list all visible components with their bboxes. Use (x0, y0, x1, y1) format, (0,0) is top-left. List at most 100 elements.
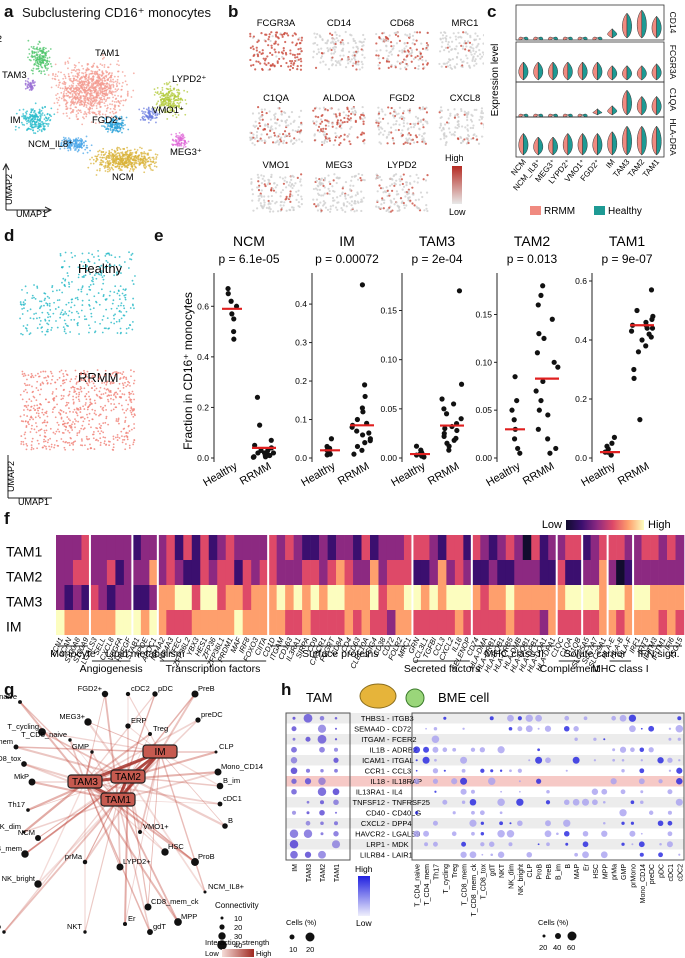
cluster-point (84, 111, 86, 113)
cluster-point (130, 157, 133, 160)
cluster-point (18, 109, 21, 111)
feature-point (289, 59, 292, 63)
rrmm-point (112, 446, 115, 449)
rrmm-point (36, 380, 39, 383)
feature-point (338, 143, 341, 146)
rrmm-point (123, 435, 126, 438)
healthy-point (90, 315, 93, 318)
cluster-point (167, 91, 170, 94)
cluster-point (122, 127, 125, 130)
feature-point (463, 113, 466, 116)
healthy-point (49, 315, 52, 318)
feature-point (261, 68, 264, 72)
cluster-point (107, 97, 109, 99)
cluster-point (183, 144, 186, 147)
feature-point (261, 177, 264, 180)
feature-point (250, 177, 253, 181)
violin-healthy (656, 95, 662, 116)
rrmm-point (28, 398, 31, 401)
feature-point (382, 57, 385, 60)
healthy-point (118, 294, 121, 297)
healthy-point (56, 299, 59, 302)
feature-point (449, 36, 452, 39)
feature-point (324, 201, 327, 204)
healthy-point (81, 299, 84, 302)
cluster-point (112, 78, 114, 81)
cluster-point (72, 77, 75, 80)
cluster-point (22, 114, 25, 117)
feature-point (378, 117, 381, 120)
rrmm-point (88, 419, 91, 422)
cluster-point (100, 163, 103, 166)
cluster-point (81, 84, 83, 87)
feature-point (355, 68, 358, 71)
cluster-point (35, 68, 38, 70)
healthy-point (107, 252, 110, 255)
feature-point (266, 124, 269, 127)
feature-point (327, 174, 330, 177)
healthy-point (50, 326, 53, 329)
feature-point (447, 117, 450, 120)
feature-point (481, 112, 484, 115)
feature-point (257, 112, 261, 115)
rrmm-point (93, 399, 96, 402)
cluster-point (123, 147, 126, 150)
cluster-point (121, 85, 123, 88)
violin-rrmm (562, 36, 569, 41)
healthy-point (123, 294, 126, 297)
cluster-point (90, 102, 93, 105)
feature-point (320, 209, 323, 212)
cluster-point (84, 71, 87, 74)
feature-point (479, 57, 482, 60)
violin-rrmm (562, 113, 569, 118)
feature-point (453, 130, 457, 134)
feature-point (406, 133, 409, 136)
feature-point (394, 182, 397, 186)
cluster-point (60, 97, 63, 100)
feature-point (274, 121, 277, 125)
cluster-point (84, 140, 87, 143)
feature-point (295, 59, 298, 62)
cluster-point (40, 49, 43, 52)
feature-point (402, 185, 406, 188)
cluster-point (154, 114, 157, 117)
cluster-point (84, 97, 87, 100)
healthy-point (119, 265, 122, 268)
feature-point (353, 210, 356, 213)
cluster-point (78, 142, 81, 144)
cluster-point (169, 95, 172, 98)
cluster-point (69, 104, 72, 107)
cluster-point (78, 94, 80, 97)
feature-point (408, 181, 412, 185)
cluster-point (39, 113, 42, 115)
cluster-point (116, 63, 118, 66)
healthy-point (36, 287, 39, 289)
feature-point (327, 48, 330, 52)
rrmm-point (89, 446, 92, 449)
cluster-point (85, 115, 88, 118)
cluster-point (47, 50, 50, 52)
cluster-point (28, 89, 31, 91)
cluster-point (176, 142, 179, 144)
cluster-point (40, 72, 43, 75)
rrmm-point (111, 448, 114, 451)
cluster-point (106, 82, 109, 85)
cluster-point (181, 137, 184, 140)
cluster-point (123, 157, 126, 160)
feature-point (289, 49, 292, 52)
cluster-point (171, 92, 173, 94)
cluster-point (178, 89, 180, 92)
feature-point (450, 48, 453, 51)
cluster-point (40, 125, 42, 128)
feature-point (456, 137, 460, 140)
rrmm-point (67, 418, 70, 420)
feature-point (263, 62, 266, 65)
cluster-point (103, 86, 106, 89)
cluster-point (69, 88, 72, 91)
rrmm-point (32, 407, 35, 410)
healthy-point (46, 304, 49, 307)
cluster-point (49, 63, 52, 65)
feature-point (421, 108, 425, 111)
cluster-point (140, 147, 143, 150)
